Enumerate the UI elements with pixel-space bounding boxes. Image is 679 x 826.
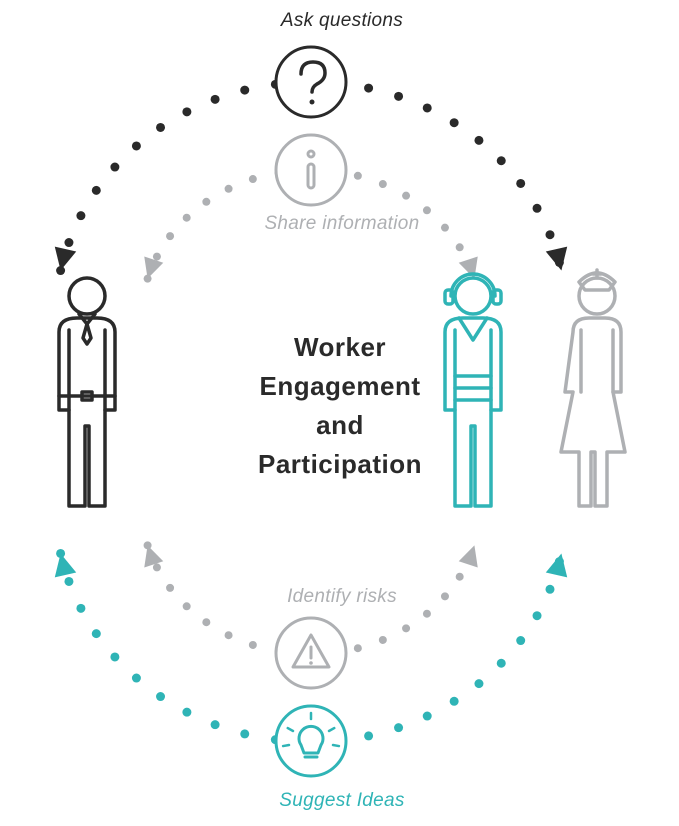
label-ask-questions: Ask questions: [192, 10, 492, 32]
warning-icon: [276, 618, 346, 688]
nurse-figure: [561, 270, 625, 506]
label-identify-risks: Identify risks: [192, 586, 492, 608]
info-icon: [276, 135, 346, 205]
bulb-icon: [276, 706, 346, 776]
label-share-information: Share information: [192, 213, 492, 235]
office-figure: [59, 278, 115, 506]
question-icon: [276, 47, 346, 117]
label-suggest-ideas: Suggest Ideas: [192, 790, 492, 812]
center-title: WorkerEngagementandParticipation: [210, 328, 470, 484]
